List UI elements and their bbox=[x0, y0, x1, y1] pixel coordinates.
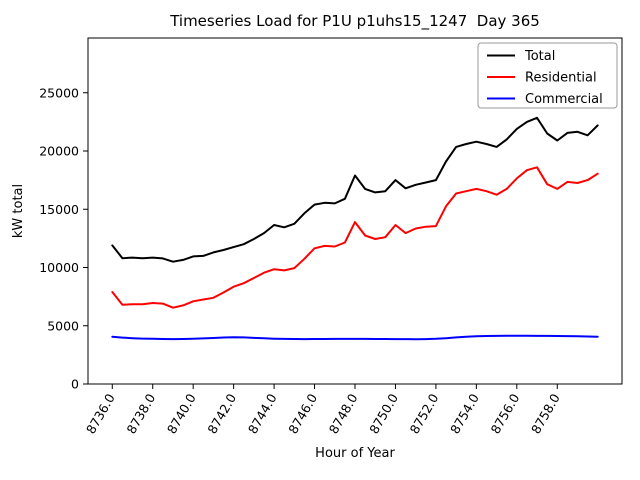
x-tick-label: 8754.0 bbox=[447, 391, 482, 436]
y-tick-label: 20000 bbox=[39, 144, 79, 159]
legend-label: Total bbox=[524, 49, 555, 64]
x-tick-label: 8752.0 bbox=[407, 391, 442, 436]
legend: Total Residential Commercial bbox=[477, 42, 618, 109]
x-tick-label: 8744.0 bbox=[245, 391, 280, 436]
x-tick-label: 8742.0 bbox=[204, 391, 239, 436]
x-tick-label: 8750.0 bbox=[366, 391, 401, 436]
series-line-residential bbox=[111, 166, 599, 309]
series-line-total bbox=[111, 116, 599, 263]
legend-box bbox=[477, 42, 618, 109]
series-line-commercial bbox=[111, 334, 599, 341]
x-tick-label: 8740.0 bbox=[164, 391, 199, 436]
x-tick-label: 8756.0 bbox=[488, 391, 523, 436]
y-axis-label: kW total bbox=[11, 184, 26, 238]
x-tick-label: 8736.0 bbox=[83, 391, 118, 436]
x-tick-label: 8738.0 bbox=[123, 391, 158, 436]
y-tick-label: 10000 bbox=[39, 260, 79, 275]
x-tick-label: 8758.0 bbox=[528, 391, 563, 436]
legend-label: Commercial bbox=[525, 92, 603, 107]
x-axis-label: Hour of Year bbox=[315, 446, 395, 461]
series-lines bbox=[111, 116, 599, 341]
legend-label: Residential bbox=[525, 71, 597, 86]
x-tick-label: 8746.0 bbox=[285, 391, 320, 436]
x-tick-label: 8748.0 bbox=[326, 391, 361, 436]
y-tick-label: 15000 bbox=[39, 202, 79, 217]
chart-title: Timeseries Load for P1U p1uhs15_1247 Day… bbox=[169, 12, 540, 31]
y-tick-label: 25000 bbox=[39, 85, 79, 100]
y-tick-label: 5000 bbox=[47, 318, 79, 333]
y-tick-label: 0 bbox=[71, 377, 79, 392]
